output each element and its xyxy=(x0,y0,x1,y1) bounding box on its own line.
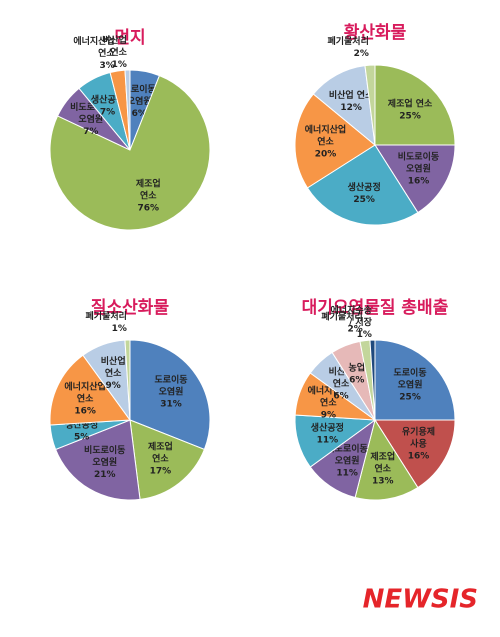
pie-slice xyxy=(124,339,131,421)
slice-label: 에너지수송 xyxy=(331,304,372,316)
slice-label: 오염원 xyxy=(92,456,117,468)
value-label: 17% xyxy=(150,467,172,477)
value-label: 7% xyxy=(100,107,115,117)
pie-title: 질소산화물 xyxy=(91,297,170,318)
pie-slice xyxy=(49,354,131,426)
value-label: 9% xyxy=(321,411,336,421)
slice-label: 연소 xyxy=(152,454,169,465)
pie-slice xyxy=(364,64,376,146)
value-label: 11% xyxy=(336,469,358,479)
slice-label: 비산업 xyxy=(102,34,127,46)
slice-label: 연소 xyxy=(105,368,122,379)
slice-label: 폐기물처리 xyxy=(327,35,368,47)
pie-slice xyxy=(124,69,131,151)
slice-label: 오염원 xyxy=(335,455,360,467)
value-label: 21% xyxy=(94,470,116,480)
value-label: 20% xyxy=(315,149,337,159)
value-label: 1% xyxy=(112,60,127,70)
slice-label: 오염원 xyxy=(159,386,184,398)
value-label: 11% xyxy=(317,435,339,445)
value-label: 2% xyxy=(354,49,369,59)
value-label: 16% xyxy=(408,451,430,461)
slice-label: 오염원 xyxy=(398,378,423,390)
value-label: 25% xyxy=(353,195,375,205)
pie-slice xyxy=(306,144,419,226)
pie-slice xyxy=(49,74,211,231)
slice-label: 생산공정 xyxy=(311,421,344,433)
slice-label: 도로이동 xyxy=(123,83,156,95)
slice-label: 비도로이동 xyxy=(398,150,439,162)
slice-label: 생산공정 xyxy=(348,181,381,193)
value-label: 1% xyxy=(112,324,127,334)
pie-title: 대기오염물질 총배출 xyxy=(302,297,449,318)
slice-label: 제조업 xyxy=(148,441,173,453)
slice-label: 연소 xyxy=(317,136,334,147)
value-label: 1% xyxy=(357,330,372,340)
slice-label: 오염원 xyxy=(406,162,431,174)
slice-label: 에너지산업 xyxy=(73,35,114,47)
pie-slice xyxy=(294,93,376,189)
slice-label: 연소 xyxy=(374,463,391,474)
value-label: 6% xyxy=(333,391,348,401)
slice-label: 유기용제 xyxy=(402,425,435,437)
pie-slice xyxy=(354,418,419,501)
pie-slice xyxy=(374,64,456,146)
value-label: 6% xyxy=(349,375,364,385)
slice-label: 연소 xyxy=(333,378,350,389)
slice-label: 에너지산업 xyxy=(64,380,105,392)
value-label: 12% xyxy=(340,103,362,113)
slice-label: 에너지산업 xyxy=(305,123,346,135)
value-label: 2% xyxy=(347,325,362,335)
value-label: 7% xyxy=(83,127,98,137)
pie-title: 황산화물 xyxy=(344,23,407,43)
value-label: 13% xyxy=(372,476,394,486)
pie-slice xyxy=(369,339,376,421)
slice-label: 비산업 xyxy=(101,355,126,367)
value-label: 3% xyxy=(99,61,114,71)
slice-label: 제조업 연소 xyxy=(388,97,433,109)
pie-slice xyxy=(374,339,456,421)
logo: NEWSIS xyxy=(363,585,478,615)
slice-label: 연소 xyxy=(140,191,157,202)
pie-slice xyxy=(312,65,376,147)
value-label: 9% xyxy=(106,381,121,391)
pie-slice xyxy=(374,419,456,489)
slice-label: 도로이동 xyxy=(154,374,187,386)
slice-label: 농업 xyxy=(348,361,365,373)
slice-label: 오염원 xyxy=(127,95,152,107)
slice-label: 연소 xyxy=(98,48,115,59)
slice-label: 연소 xyxy=(320,398,337,409)
value-label: 25% xyxy=(399,111,421,121)
slice-label: 오염원 xyxy=(78,113,103,125)
value-label: 5% xyxy=(74,432,89,442)
value-label: 25% xyxy=(399,392,421,402)
slice-label: / 저장 xyxy=(349,316,373,328)
slice-label: 연소 xyxy=(77,393,94,404)
pie-slice xyxy=(374,144,456,214)
pie-slice xyxy=(129,419,206,500)
value-label: 6% xyxy=(132,109,147,119)
slice-label: 제조업 xyxy=(136,178,161,190)
slice-label: 사용 xyxy=(410,437,427,449)
pie-slice xyxy=(54,419,141,501)
slice-label: 비산업 연소 xyxy=(329,89,374,101)
value-label: 31% xyxy=(160,400,182,410)
slice-label: 비도로이동 xyxy=(84,444,125,456)
slice-label: 연소 xyxy=(110,47,127,58)
slice-label: 도로이동 xyxy=(394,366,427,378)
value-label: 16% xyxy=(74,406,96,416)
slice-label: 폐기물처리 xyxy=(321,311,362,323)
slice-label: 폐기물처리 xyxy=(86,310,127,322)
value-label: 16% xyxy=(408,176,430,186)
pie-slice xyxy=(129,339,211,451)
slice-label: 제조업 xyxy=(370,450,395,462)
value-label: 76% xyxy=(137,204,159,214)
pie-title: 먼지 xyxy=(114,28,145,48)
